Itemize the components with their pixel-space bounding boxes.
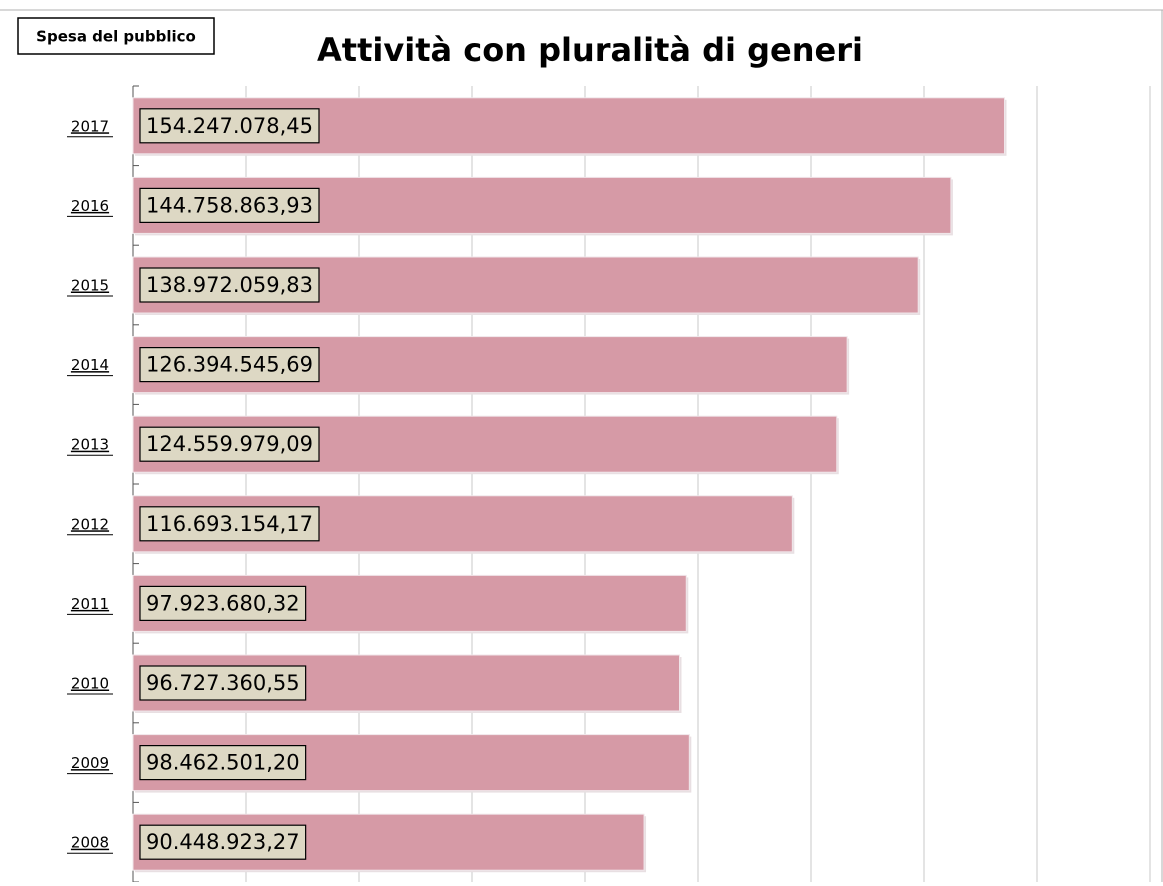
y-tick-label: 2010 <box>71 675 109 693</box>
y-tick-label: 2016 <box>71 197 109 215</box>
y-tick-label: 2015 <box>71 277 109 295</box>
value-label-box <box>139 108 320 144</box>
value-label: 126.394.545,69 <box>146 353 313 377</box>
y-tick-label: 2011 <box>71 595 109 613</box>
value-label: 90.448.923,27 <box>146 830 300 854</box>
value-label: 124.559.979,09 <box>146 432 313 456</box>
value-label: 98.462.501,20 <box>146 751 300 775</box>
value-label: 116.693.154,17 <box>146 512 313 536</box>
value-label-box <box>139 824 307 860</box>
value-label-box <box>139 744 307 781</box>
value-label: 96.727.360,55 <box>146 671 300 695</box>
y-tick-label: 2013 <box>71 436 109 454</box>
value-label-box <box>139 585 307 622</box>
value-label: 97.923.680,32 <box>146 591 300 615</box>
y-tick-label: 2008 <box>71 834 109 852</box>
value-label: 144.758.863,93 <box>146 193 313 217</box>
value-label-box <box>139 665 307 701</box>
y-tick-label: 2009 <box>71 754 109 772</box>
label-box <box>17 17 215 55</box>
value-label-box <box>139 426 320 462</box>
value-label: 154.247.078,45 <box>146 114 313 138</box>
value-label-box <box>139 187 320 223</box>
value-label-box <box>139 506 320 542</box>
y-tick-label: 2012 <box>71 515 109 533</box>
value-label-box <box>139 347 320 383</box>
chart-title: Attività con pluralità di generi <box>317 31 863 69</box>
y-tick-label: 2017 <box>71 117 109 135</box>
chart-label: Spesa del pubblico <box>36 28 196 46</box>
value-label: 138.972.059,83 <box>146 273 313 297</box>
y-tick-label: 2014 <box>71 356 109 374</box>
value-label-box <box>139 267 320 303</box>
